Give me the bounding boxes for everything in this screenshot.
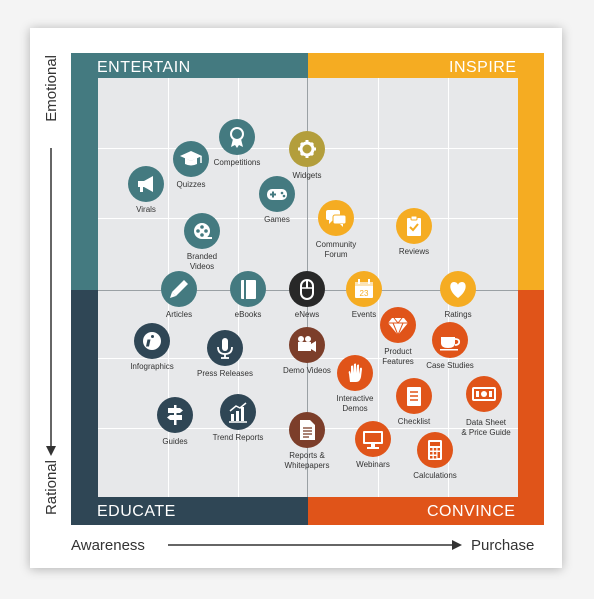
trend-reports-label: Trend Reports: [212, 433, 264, 442]
widgets-node: [289, 131, 325, 167]
quadrant-label-inspire: INSPIRE: [449, 59, 517, 76]
virals-node: [128, 166, 164, 202]
quadrant-label-entertain: ENTERTAIN: [97, 59, 191, 76]
quizzes-label: Quizzes: [176, 180, 206, 189]
enews-node: [289, 271, 325, 307]
grad-cap-icon: [180, 151, 202, 166]
ebooks-label: eBooks: [234, 310, 262, 319]
chat-icon: [326, 210, 347, 227]
demo-videos-label: Demo Videos: [283, 366, 331, 375]
infographics-node: [134, 323, 170, 359]
press-releases-label: Press Releases: [196, 369, 254, 378]
articles-label: Articles: [165, 310, 193, 319]
competitions-label: Competitions: [213, 158, 261, 167]
case-studies-node: [432, 322, 468, 358]
events-node: 23: [346, 271, 382, 307]
reports-whitepapers-label: Reports & Whitepapers: [284, 451, 330, 470]
video-camera-icon: [298, 336, 316, 352]
axis-label-purchase: Purchase: [471, 537, 535, 554]
virals-label: Virals: [136, 205, 156, 214]
case-studies-label: Case Studies: [426, 361, 474, 370]
guides-label: Guides: [162, 437, 188, 446]
quadrant-label-convince: CONVINCE: [427, 503, 516, 520]
money-icon: [472, 387, 496, 401]
enews-label: eNews: [294, 310, 320, 319]
games-node: [259, 176, 295, 212]
articles-node: [161, 271, 197, 307]
axis-label-awareness: Awareness: [71, 537, 145, 554]
signpost-icon: [167, 405, 183, 425]
calendar-icon: 23: [355, 279, 373, 298]
widgets-label: Widgets: [292, 171, 322, 180]
product-features-label: Product Features: [382, 347, 414, 366]
heart-icon: [450, 282, 466, 298]
data-sheet-node: [466, 376, 502, 412]
info-icon: [143, 332, 161, 350]
microphone-icon: [217, 338, 233, 359]
axis-label-emotional: Emotional: [43, 55, 60, 122]
ribbon-icon: [230, 127, 244, 148]
calculations-label: Calculations: [413, 471, 457, 480]
clipboard-icon: [407, 215, 421, 236]
gamepad-icon: [267, 189, 287, 200]
hand-icon: [348, 363, 362, 382]
ebooks-node: [230, 271, 266, 307]
quadrant-label-educate: EDUCATE: [97, 503, 176, 520]
data-sheet-label: Data Sheet & Price Guide: [461, 418, 511, 437]
megaphone-icon: [138, 176, 153, 192]
games-label: Games: [264, 215, 290, 224]
calendar-number: 23: [360, 289, 369, 298]
press-releases-node: [207, 330, 243, 366]
axis-label-rational: Rational: [43, 460, 60, 516]
calculations-node: [417, 432, 453, 468]
branded-videos-node: [184, 213, 220, 249]
events-label: Events: [351, 310, 377, 319]
community-forum-node: [318, 200, 354, 236]
pen-icon: [170, 280, 188, 298]
checklist-node: [396, 378, 432, 414]
checklist-label: Checklist: [397, 417, 431, 426]
reviews-node: [396, 208, 432, 244]
ratings-node: [440, 271, 476, 307]
diamond-icon: [388, 317, 408, 337]
webinars-label: Webinars: [356, 460, 390, 469]
vertical-axis-arrow: [46, 148, 56, 456]
horizontal-axis-arrow: [168, 540, 462, 550]
reports-whitepapers-node: [289, 412, 325, 448]
product-features-node: [380, 307, 416, 343]
checklist-icon: [407, 387, 421, 406]
demo-videos-node: [289, 327, 325, 363]
calculator-icon: [428, 440, 442, 460]
ratings-label: Ratings: [444, 310, 472, 319]
coffee-cup-icon: [440, 337, 461, 351]
guides-node: [157, 397, 193, 433]
bar-chart-icon: [229, 402, 247, 423]
interactive-demos-node: [337, 355, 373, 391]
film-reel-icon: [194, 223, 212, 239]
monitor-icon: [363, 431, 383, 449]
community-forum-label: Community Forum: [315, 240, 357, 259]
branded-videos-label: Branded Videos: [186, 252, 218, 271]
trend-reports-node: [220, 394, 256, 430]
book-icon: [241, 280, 256, 299]
gear-icon: [298, 140, 316, 158]
interactive-demos-label: Interactive Demos: [336, 394, 374, 413]
reviews-label: Reviews: [398, 247, 430, 256]
competitions-node: [219, 119, 255, 155]
infographics-label: Infographics: [130, 362, 174, 371]
mouse-icon: [300, 279, 314, 300]
quizzes-node: [173, 141, 209, 177]
webinars-node: [355, 421, 391, 457]
document-icon: [300, 420, 315, 440]
